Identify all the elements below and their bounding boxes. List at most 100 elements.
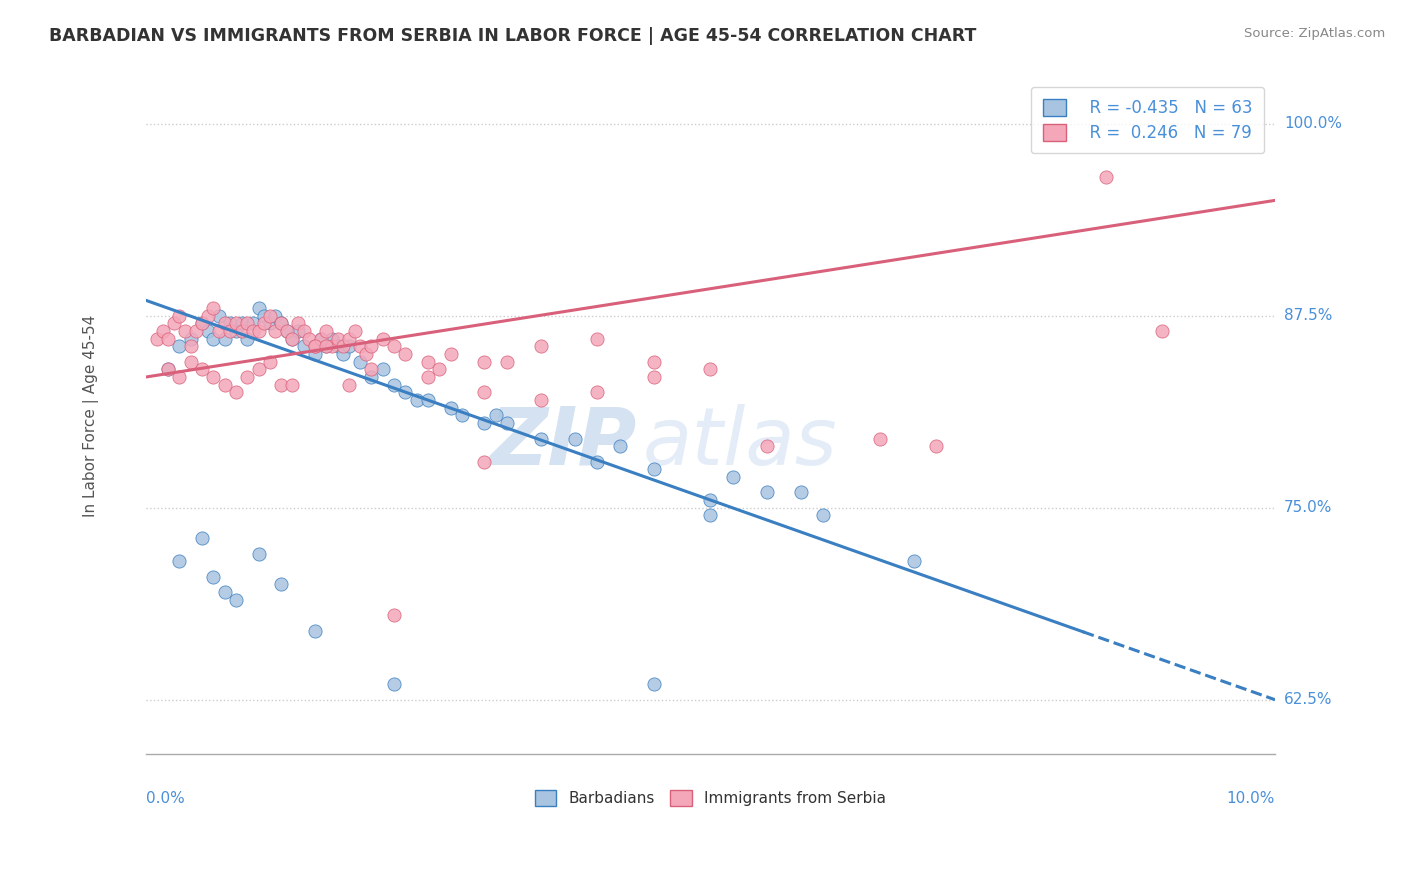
Point	[242, 316, 264, 330]
Point	[360, 362, 382, 376]
Point	[315, 339, 337, 353]
Point	[174, 324, 197, 338]
Point	[225, 316, 247, 330]
Point	[485, 409, 508, 423]
Point	[276, 324, 298, 338]
Point	[416, 370, 439, 384]
Point	[292, 339, 315, 353]
Point	[609, 439, 631, 453]
Point	[270, 577, 292, 591]
Point	[309, 332, 332, 346]
Point	[371, 332, 394, 346]
Point	[236, 316, 259, 330]
Text: In Labor Force | Age 45-54: In Labor Force | Age 45-54	[83, 314, 100, 516]
Point	[247, 362, 270, 376]
Point	[326, 339, 349, 353]
Point	[281, 377, 304, 392]
Point	[1152, 324, 1174, 338]
Point	[247, 301, 270, 315]
Point	[903, 554, 925, 568]
Point	[439, 401, 461, 415]
Text: 62.5%: 62.5%	[1284, 692, 1333, 707]
Point	[304, 339, 326, 353]
Point	[869, 432, 891, 446]
Point	[755, 439, 778, 453]
Point	[202, 570, 225, 584]
Point	[225, 324, 247, 338]
Point	[474, 454, 496, 468]
Point	[231, 316, 253, 330]
Point	[564, 432, 586, 446]
Point	[292, 324, 315, 338]
Point	[169, 554, 191, 568]
Point	[214, 316, 236, 330]
Point	[721, 470, 744, 484]
Point	[247, 324, 270, 338]
Point	[180, 332, 202, 346]
Point	[169, 370, 191, 384]
Point	[259, 354, 281, 368]
Text: BARBADIAN VS IMMIGRANTS FROM SERBIA IN LABOR FORCE | AGE 45-54 CORRELATION CHART: BARBADIAN VS IMMIGRANTS FROM SERBIA IN L…	[49, 27, 977, 45]
Point	[382, 677, 405, 691]
Point	[699, 362, 721, 376]
Point	[315, 339, 337, 353]
Point	[169, 309, 191, 323]
Text: ZIP: ZIP	[489, 403, 637, 482]
Point	[304, 347, 326, 361]
Point	[202, 370, 225, 384]
Point	[247, 547, 270, 561]
Point	[208, 324, 231, 338]
Point	[321, 332, 343, 346]
Point	[214, 377, 236, 392]
Point	[191, 532, 214, 546]
Point	[214, 585, 236, 599]
Point	[354, 347, 377, 361]
Point	[586, 454, 609, 468]
Text: 75.0%: 75.0%	[1284, 500, 1333, 516]
Point	[242, 324, 264, 338]
Point	[643, 677, 665, 691]
Point	[259, 316, 281, 330]
Point	[382, 339, 405, 353]
Point	[337, 377, 360, 392]
Point	[157, 362, 180, 376]
Point	[349, 339, 371, 353]
Point	[699, 493, 721, 508]
Point	[264, 309, 287, 323]
Point	[382, 377, 405, 392]
Point	[264, 324, 287, 338]
Point	[287, 316, 309, 330]
Point	[152, 324, 174, 338]
Point	[326, 332, 349, 346]
Point	[157, 332, 180, 346]
Text: Source: ZipAtlas.com: Source: ZipAtlas.com	[1244, 27, 1385, 40]
Point	[699, 508, 721, 523]
Point	[146, 332, 169, 346]
Point	[236, 332, 259, 346]
Point	[332, 347, 354, 361]
Point	[197, 324, 219, 338]
Point	[530, 432, 553, 446]
Point	[416, 354, 439, 368]
Point	[530, 393, 553, 408]
Point	[343, 324, 366, 338]
Point	[474, 385, 496, 400]
Point	[191, 316, 214, 330]
Text: 10.0%: 10.0%	[1226, 790, 1275, 805]
Point	[180, 339, 202, 353]
Point	[191, 316, 214, 330]
Point	[349, 354, 371, 368]
Point	[281, 332, 304, 346]
Point	[643, 354, 665, 368]
Point	[586, 332, 609, 346]
Point	[270, 377, 292, 392]
Point	[439, 347, 461, 361]
Point	[474, 416, 496, 430]
Point	[496, 354, 519, 368]
Point	[180, 354, 202, 368]
Point	[586, 385, 609, 400]
Point	[225, 385, 247, 400]
Point	[496, 416, 519, 430]
Point	[427, 362, 450, 376]
Point	[304, 339, 326, 353]
